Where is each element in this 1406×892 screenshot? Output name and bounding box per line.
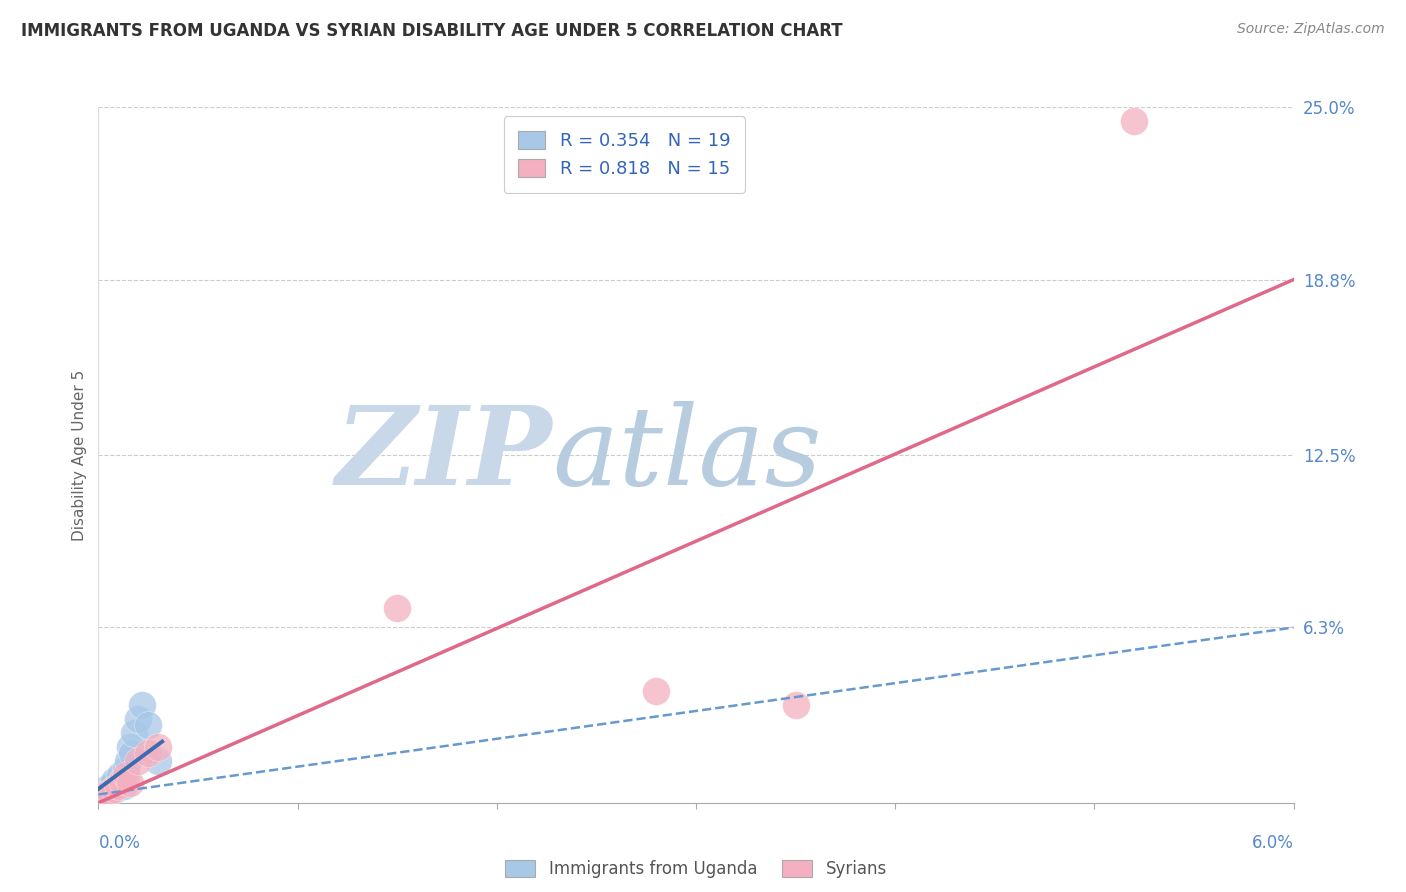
Text: IMMIGRANTS FROM UGANDA VS SYRIAN DISABILITY AGE UNDER 5 CORRELATION CHART: IMMIGRANTS FROM UGANDA VS SYRIAN DISABIL… bbox=[21, 22, 842, 40]
Point bbox=[103, 781, 125, 796]
Point bbox=[96, 788, 118, 802]
Point bbox=[115, 763, 138, 777]
Point bbox=[91, 788, 114, 802]
Point bbox=[127, 754, 149, 768]
Point bbox=[131, 698, 153, 713]
Text: atlas: atlas bbox=[553, 401, 823, 508]
Point bbox=[1123, 114, 1146, 128]
Point bbox=[112, 779, 135, 793]
Text: 6.0%: 6.0% bbox=[1251, 834, 1294, 852]
Point bbox=[107, 776, 129, 790]
Point bbox=[110, 768, 132, 782]
Point bbox=[96, 781, 118, 796]
Point bbox=[148, 754, 170, 768]
Point bbox=[117, 754, 139, 768]
Point bbox=[120, 740, 142, 755]
Point bbox=[121, 746, 143, 760]
Point bbox=[111, 773, 134, 788]
Point bbox=[136, 746, 159, 760]
Point bbox=[115, 768, 138, 782]
Point bbox=[785, 698, 807, 713]
Point bbox=[120, 776, 142, 790]
Point bbox=[98, 785, 122, 799]
Point bbox=[111, 773, 134, 788]
Point bbox=[127, 712, 149, 726]
Text: Source: ZipAtlas.com: Source: ZipAtlas.com bbox=[1237, 22, 1385, 37]
Legend: Immigrants from Uganda, Syrians: Immigrants from Uganda, Syrians bbox=[499, 854, 893, 885]
Point bbox=[103, 773, 125, 788]
Point bbox=[385, 601, 409, 615]
Y-axis label: Disability Age Under 5: Disability Age Under 5 bbox=[72, 369, 87, 541]
Text: 0.0%: 0.0% bbox=[98, 834, 141, 852]
Point bbox=[105, 781, 128, 796]
Point bbox=[97, 785, 120, 799]
Point bbox=[124, 726, 146, 740]
Point bbox=[136, 718, 159, 732]
Point bbox=[107, 779, 129, 793]
Point bbox=[91, 790, 114, 805]
Text: ZIP: ZIP bbox=[336, 401, 553, 508]
Point bbox=[148, 740, 170, 755]
Point bbox=[101, 779, 124, 793]
Point bbox=[645, 684, 668, 698]
